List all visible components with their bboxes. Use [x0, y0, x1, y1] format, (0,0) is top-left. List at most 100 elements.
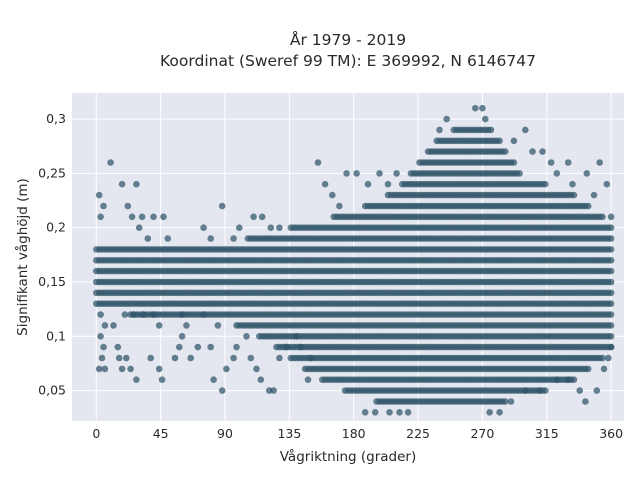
x-tick-label: 315 — [535, 426, 559, 441]
data-point — [230, 354, 237, 362]
data-point — [97, 311, 104, 318]
data-point — [164, 235, 172, 242]
y-tick-label: 0,15 — [38, 274, 66, 289]
data-point — [133, 180, 140, 188]
data-points — [93, 104, 615, 416]
data-point — [127, 365, 134, 373]
x-tick-label: 0 — [92, 426, 100, 441]
chart-title-line1: År 1979 - 2019 — [290, 30, 406, 49]
data-point — [258, 213, 266, 221]
data-point — [97, 213, 104, 221]
data-point — [138, 213, 146, 221]
data-point — [393, 170, 400, 177]
data-point — [187, 354, 194, 362]
y-tick-label: 0,2 — [46, 220, 66, 235]
data-point — [218, 387, 226, 394]
data-point — [496, 137, 503, 145]
data-point — [110, 322, 117, 329]
data-point — [386, 409, 393, 416]
x-tick-label: 360 — [599, 426, 623, 441]
data-point — [596, 159, 603, 166]
data-point — [584, 202, 592, 210]
data-point — [516, 170, 523, 177]
data-point — [150, 213, 157, 221]
data-point — [114, 343, 122, 351]
data-point — [482, 115, 489, 123]
x-tick-label: 270 — [470, 426, 494, 441]
data-point — [243, 333, 250, 340]
data-point — [178, 333, 186, 340]
data-point — [128, 213, 136, 221]
data-point — [607, 213, 615, 221]
data-point — [487, 126, 495, 134]
data-point — [542, 387, 549, 394]
data-point — [118, 365, 126, 373]
data-point — [207, 343, 214, 351]
data-point — [522, 126, 529, 134]
data-point — [599, 213, 606, 221]
data-point — [178, 311, 186, 318]
data-point — [194, 343, 202, 351]
y-tick-label: 0,3 — [46, 111, 66, 126]
data-point — [158, 376, 166, 384]
data-point — [343, 170, 350, 177]
data-point — [183, 322, 190, 329]
data-point — [576, 387, 583, 394]
data-point — [600, 365, 608, 373]
data-point — [233, 343, 240, 351]
data-point — [98, 354, 106, 362]
data-point — [321, 180, 329, 188]
data-point — [223, 365, 230, 373]
data-point — [171, 354, 179, 362]
data-point — [276, 354, 283, 362]
data-point — [584, 365, 592, 373]
data-point — [522, 387, 529, 394]
x-axis-label: Vågriktning (grader) — [280, 448, 417, 465]
data-point — [95, 191, 103, 199]
data-point — [443, 115, 451, 123]
data-point — [599, 354, 606, 362]
y-tick-label: 0,05 — [38, 383, 66, 398]
data-point — [607, 343, 615, 351]
data-point — [570, 376, 578, 384]
data-point — [155, 322, 163, 329]
y-tick-label: 0,1 — [46, 328, 66, 343]
data-point — [297, 343, 305, 351]
data-point — [396, 409, 403, 416]
data-point — [607, 300, 615, 308]
y-axis-label: Signifikant våghöjd (m) — [14, 178, 31, 336]
data-point — [605, 354, 612, 362]
data-point — [123, 354, 130, 362]
data-point — [155, 365, 163, 373]
data-point — [353, 170, 360, 177]
data-point — [529, 148, 536, 155]
data-point — [510, 137, 518, 145]
data-point — [101, 365, 109, 373]
data-point — [236, 224, 243, 231]
data-point — [100, 202, 107, 210]
data-point — [200, 224, 207, 231]
data-point — [502, 148, 509, 155]
data-point — [160, 213, 167, 221]
data-point — [593, 387, 601, 394]
data-point — [542, 180, 549, 188]
data-point — [569, 180, 576, 188]
data-point — [135, 224, 143, 231]
data-point — [95, 365, 103, 373]
data-point — [304, 376, 312, 384]
x-tick-label: 135 — [277, 426, 301, 441]
data-point — [564, 376, 572, 384]
data-point — [144, 235, 152, 242]
data-point — [607, 224, 615, 231]
data-point — [607, 278, 615, 286]
data-point — [371, 409, 379, 416]
data-point — [207, 235, 214, 242]
data-point — [607, 246, 615, 253]
data-point — [107, 159, 114, 166]
data-point — [607, 289, 615, 297]
data-point — [564, 159, 572, 166]
data-point — [436, 126, 443, 134]
data-point — [582, 398, 589, 405]
data-point — [283, 343, 290, 351]
